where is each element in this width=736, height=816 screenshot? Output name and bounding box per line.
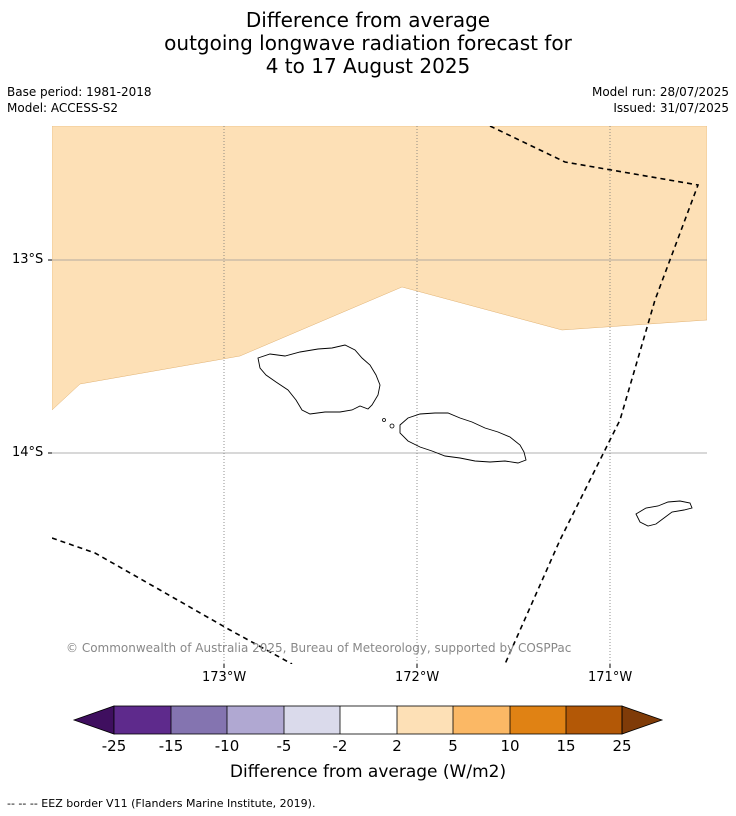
eez-legend-note: -- -- -- EEZ border V11 (Flanders Marine… — [7, 797, 316, 810]
lon-label-173w: 173°W — [202, 670, 247, 685]
colorbar-title: Difference from average (W/m2) — [229, 762, 507, 782]
colorbar-tick: -5 — [276, 737, 292, 755]
title-line-1: Difference from average — [245, 8, 491, 32]
colorbar-bin-5 — [340, 706, 397, 734]
map-panel — [52, 126, 707, 664]
title-line-2: outgoing longwave radiation forecast for — [164, 31, 572, 55]
colorbar-tick: -15 — [158, 737, 184, 755]
savaii-island — [257, 344, 381, 415]
colorbar-bin-1 — [114, 706, 171, 734]
colorbar-tick: -10 — [214, 737, 240, 755]
upolu-island — [399, 412, 527, 464]
colorbar-bin-6 — [397, 706, 453, 734]
eez-border-southwest — [52, 537, 293, 664]
colorbar-tick: 10 — [500, 737, 520, 755]
colorbar — [72, 705, 664, 735]
apolima-islet — [382, 418, 386, 422]
colorbar-bin-2 — [171, 706, 227, 734]
lat-label-14s: 14°S — [12, 445, 44, 460]
model-name: Model: ACCESS-S2 — [7, 101, 119, 115]
eez-border-north — [489, 126, 700, 664]
colorbar-tick: 15 — [556, 737, 576, 755]
copyright-text: © Commonwealth of Australia 2025, Bureau… — [66, 641, 572, 655]
tutuila-island — [635, 500, 693, 527]
manono-islet — [389, 423, 395, 429]
colorbar-bin-7 — [453, 706, 510, 734]
title-line-3: 4 to 17 August 2025 — [265, 54, 471, 78]
anomaly-shading-2-to-5 — [52, 126, 707, 411]
model-run: Model run: 28/07/2025 — [591, 85, 729, 99]
colorbar-tick: -25 — [101, 737, 127, 755]
colorbar-tick: -2 — [332, 737, 348, 755]
colorbar-bin-3 — [227, 706, 284, 734]
lon-label-172w: 172°W — [395, 670, 440, 685]
lon-label-171w: 171°W — [588, 670, 633, 685]
colorbar-bin-4 — [284, 706, 340, 734]
lat-label-13s: 13°S — [12, 252, 44, 267]
colorbar-tick: 2 — [392, 737, 402, 755]
colorbar-extend-low — [72, 705, 115, 735]
colorbar-bin-9 — [566, 706, 622, 734]
colorbar-tick: 5 — [448, 737, 458, 755]
colorbar-bin-8 — [510, 706, 566, 734]
colorbar-tick: 25 — [612, 737, 632, 755]
issued-date: Issued: 31/07/2025 — [613, 101, 729, 115]
colorbar-extend-high — [621, 705, 664, 735]
base-period: Base period: 1981-2018 — [7, 85, 152, 99]
